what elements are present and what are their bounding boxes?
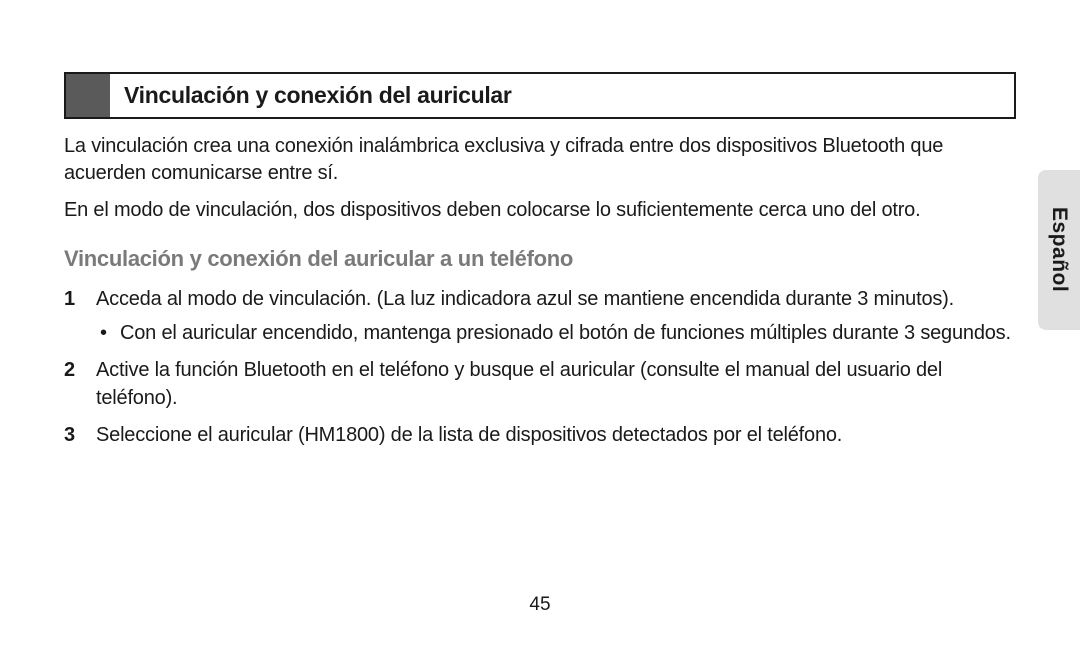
language-tab-label: Español [1047, 207, 1071, 292]
step-number: 3 [64, 422, 96, 450]
subsection-heading: Vinculación y conexión del auricular a u… [64, 246, 1016, 272]
language-tab[interactable]: Español [1038, 170, 1080, 330]
heading-accent-block [66, 74, 110, 117]
section-heading: Vinculación y conexión del auricular [110, 74, 526, 117]
intro-paragraph-2: En el modo de vinculación, dos dispositi… [64, 197, 1016, 224]
step-item: 3 Seleccione el auricular (HM1800) de la… [64, 422, 1016, 450]
step-item: 1 Acceda al modo de vinculación. (La luz… [64, 286, 1016, 347]
step-body: Active la función Bluetooth en el teléfo… [96, 357, 1016, 412]
step-text: Active la función Bluetooth en el teléfo… [96, 359, 942, 409]
step-body: Acceda al modo de vinculación. (La luz i… [96, 286, 1016, 347]
section-heading-bar: Vinculación y conexión del auricular [64, 72, 1016, 119]
step-number: 2 [64, 357, 96, 412]
intro-paragraph-1: La vinculación crea una conexión inalámb… [64, 133, 1016, 187]
bullet-dot-icon: • [96, 320, 120, 348]
step-number: 1 [64, 286, 96, 347]
manual-page: Vinculación y conexión del auricular La … [0, 0, 1080, 648]
page-number: 45 [0, 594, 1080, 616]
step-body: Seleccione el auricular (HM1800) de la l… [96, 422, 1016, 450]
step-text: Seleccione el auricular (HM1800) de la l… [96, 424, 842, 446]
step-text: Acceda al modo de vinculación. (La luz i… [96, 288, 954, 310]
bullet-text: Con el auricular encendido, mantenga pre… [120, 320, 1011, 348]
step-bullet: • Con el auricular encendido, mantenga p… [96, 320, 1016, 348]
step-item: 2 Active la función Bluetooth en el telé… [64, 357, 1016, 412]
